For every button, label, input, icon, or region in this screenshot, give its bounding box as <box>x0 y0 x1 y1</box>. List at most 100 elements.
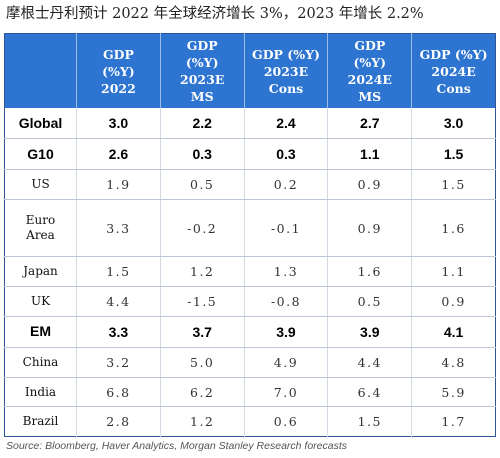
value-cell: 3.9 <box>244 316 329 349</box>
header-gdp-2022: GDP (%Y) 2022 <box>76 33 161 108</box>
value-cell: 2.7 <box>327 108 413 140</box>
value-cell: 3.3 <box>76 199 161 258</box>
table-body: Global 3.0 2.2 2.4 2.7 3.0 G10 2.6 0.3 0.3 1.1 1.5 U… <box>4 108 496 437</box>
value-cell: 0.5 <box>327 286 413 317</box>
row-label-line: Area <box>26 228 55 243</box>
value-cell: 5.0 <box>160 347 245 378</box>
value-cell: 4.1 <box>411 316 496 349</box>
header-line: GDP <box>354 38 386 53</box>
value-cell: 2.8 <box>76 406 161 437</box>
row-label: Global <box>4 108 77 140</box>
row-label: Japan <box>4 256 77 288</box>
table-row: UK 4.4 -1.5 -0.8 0.5 0.9 <box>4 286 496 317</box>
value-cell: 3.3 <box>76 316 161 349</box>
row-label-line: Global <box>18 114 63 131</box>
row-label-line: UK <box>30 293 51 308</box>
value-cell: 1.5 <box>327 406 413 437</box>
header-line: MS <box>358 89 382 104</box>
value-cell: 2.4 <box>244 108 329 140</box>
table-row: China 3.2 5.0 4.9 4.4 4.8 <box>4 347 496 378</box>
row-label: US <box>4 169 77 201</box>
value-cell: 1.3 <box>244 256 329 288</box>
header-line: GDP (%Y) <box>252 46 320 62</box>
header-line: 2023E <box>263 63 309 79</box>
value-cell: 0.3 <box>244 138 329 171</box>
source-note: Source: Bloomberg, Haver Analytics, Morg… <box>6 440 348 452</box>
table-row: Japan 1.5 1.2 1.3 1.6 1.1 <box>4 256 496 288</box>
header-line: 2023E <box>180 72 225 87</box>
header-line: (%Y) <box>102 63 135 79</box>
table-row: Brazil 2.8 1.2 0.6 1.5 1.7 <box>4 406 496 437</box>
value-cell: 6.4 <box>327 377 413 408</box>
value-cell: 0.9 <box>411 286 496 317</box>
value-cell: 1.1 <box>411 256 496 288</box>
row-label: Brazil <box>4 406 77 437</box>
row-label-line: India <box>24 384 57 399</box>
value-cell: 1.6 <box>327 256 413 288</box>
table-row: G10 2.6 0.3 0.3 1.1 1.5 <box>4 138 496 171</box>
row-label-line: US <box>31 177 50 192</box>
value-cell: 0.5 <box>160 169 245 201</box>
value-cell: 3.9 <box>327 316 413 349</box>
value-cell: 1.5 <box>76 256 161 288</box>
header-line: MS <box>190 89 214 104</box>
value-cell: 7.0 <box>244 377 329 408</box>
value-cell: 3.2 <box>76 347 161 378</box>
row-label: Euro Area <box>4 199 77 258</box>
header-gdp-2024e-ms: GDP (%Y) 2024E MS <box>327 33 413 108</box>
row-label: EM <box>4 316 77 349</box>
row-label: G10 <box>4 138 77 171</box>
header-line: GDP <box>102 46 134 62</box>
row-label-line: China <box>22 354 59 369</box>
value-cell: 4.8 <box>411 347 496 378</box>
value-cell: 2.6 <box>76 138 161 171</box>
header-line: 2024E <box>347 72 392 87</box>
value-cell: 0.9 <box>327 199 413 258</box>
value-cell: 1.2 <box>160 406 245 437</box>
value-cell: 1.2 <box>160 256 245 288</box>
row-label: India <box>4 377 77 408</box>
table-row: India 6.8 6.2 7.0 6.4 5.9 <box>4 377 496 408</box>
value-cell: 3.0 <box>76 108 161 140</box>
value-cell: -0.1 <box>244 199 329 258</box>
value-cell: 1.9 <box>76 169 161 201</box>
gdp-forecast-table: GDP (%Y) 2022 GDP (%Y) 2023E MS GDP (%Y)… <box>4 33 496 437</box>
row-label-line: Japan <box>23 264 58 279</box>
page-title: 摩根士丹利预计 2022 年全球经济增长 3%，2023 年增长 2.2% <box>6 6 424 22</box>
value-cell: 1.1 <box>327 138 413 171</box>
header-line: 2024E <box>431 63 476 79</box>
header-line: 2022 <box>101 80 136 96</box>
table-row: EM 3.3 3.7 3.9 3.9 4.1 <box>4 316 496 349</box>
table-row: US 1.9 0.5 0.2 0.9 1.5 <box>4 169 496 201</box>
value-cell: 3.7 <box>160 316 245 349</box>
row-label: China <box>4 347 77 378</box>
header-line: Cons <box>268 80 304 96</box>
value-cell: 4.4 <box>76 286 161 317</box>
value-cell: -0.2 <box>160 199 245 258</box>
value-cell: 0.9 <box>327 169 413 201</box>
value-cell: -1.5 <box>160 286 245 317</box>
value-cell: 5.9 <box>411 377 496 408</box>
header-gdp-2023e-cons: GDP (%Y) 2023E Cons <box>244 33 329 108</box>
value-cell: 1.5 <box>411 138 496 171</box>
value-cell: 4.9 <box>244 347 329 378</box>
header-gdp-2023e-ms: GDP (%Y) 2023E MS <box>160 33 245 108</box>
header-line: (%Y) <box>353 55 387 70</box>
header-line: Cons <box>436 80 471 96</box>
value-cell: 0.6 <box>244 406 329 437</box>
header-gdp-2024e-cons: GDP (%Y) 2024E Cons <box>411 33 496 108</box>
value-cell: 2.2 <box>160 108 245 140</box>
row-label-line: Euro <box>25 213 56 228</box>
value-cell: 1.7 <box>441 414 466 430</box>
table-row: Euro Area 3.3 -0.2 -0.1 0.9 1.6 <box>4 199 496 258</box>
value-cell: -0.8 <box>244 286 329 317</box>
value-cell: 4.4 <box>327 347 413 378</box>
value-cell: 0.2 <box>244 169 329 201</box>
value-cell: 6.2 <box>160 377 245 408</box>
table-header-row: GDP (%Y) 2022 GDP (%Y) 2023E MS GDP (%Y)… <box>4 33 496 108</box>
row-label-line: G10 <box>27 145 54 162</box>
row-label-line: EM <box>30 323 51 340</box>
value-cell: 0.3 <box>160 138 245 171</box>
value-cell: 1.5 <box>411 169 496 201</box>
value-cell: 1.6 <box>411 199 496 258</box>
